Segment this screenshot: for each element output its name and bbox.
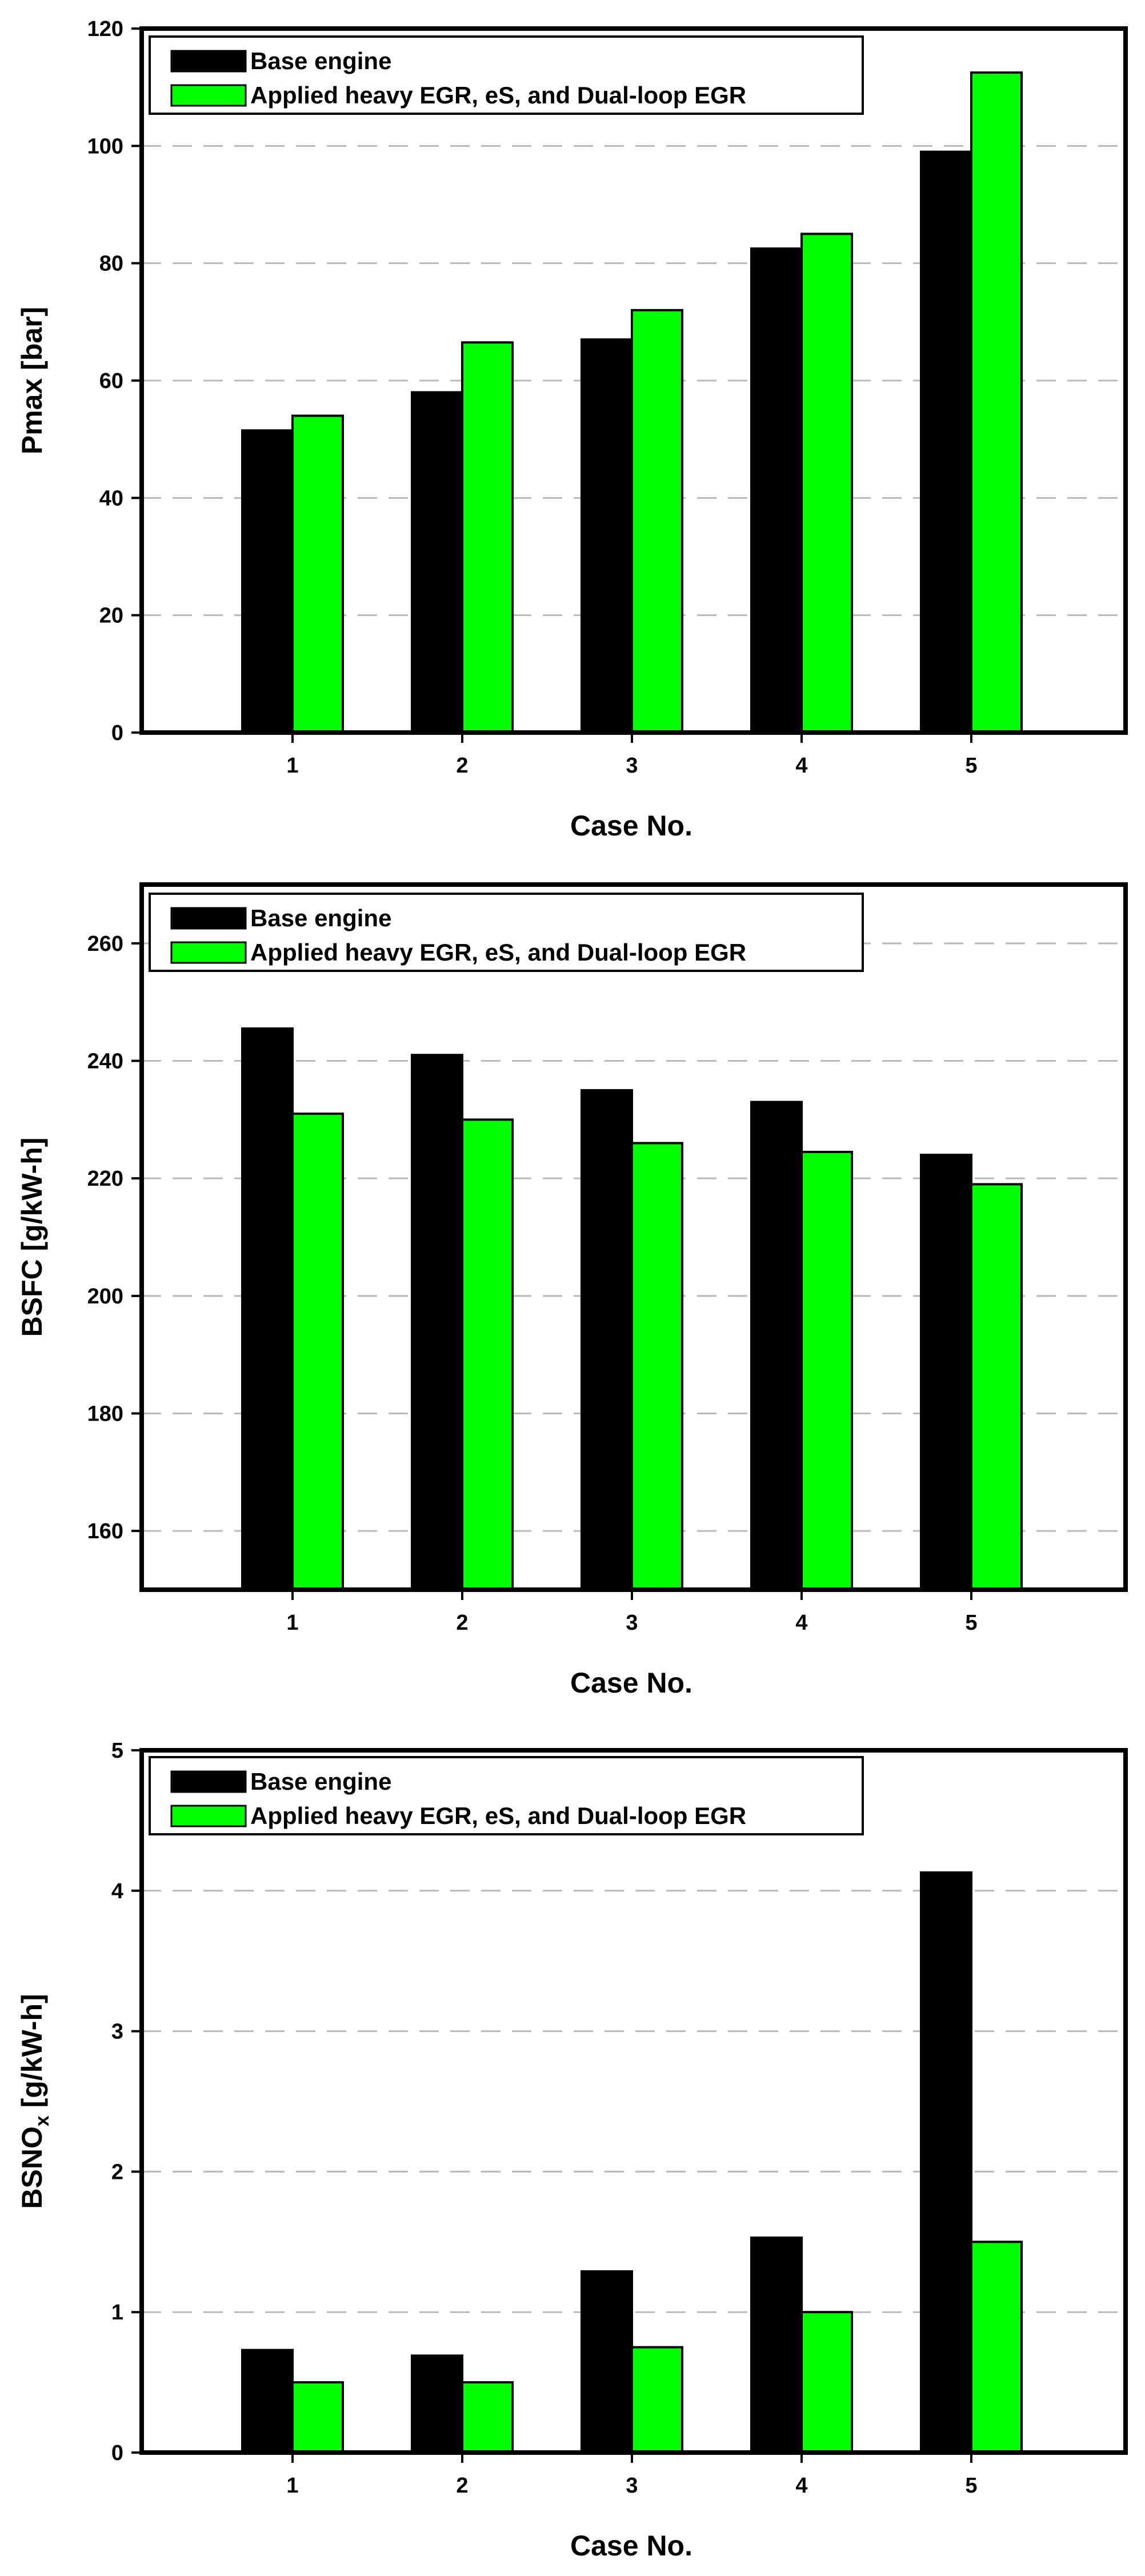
y-axis-title: Pmax [bar] (16, 307, 48, 454)
plot-frame (139, 1748, 1128, 2455)
y-tick-label: 80 (99, 252, 123, 276)
x-tick-label: 1 (286, 754, 298, 778)
y-tick-label: 180 (87, 1402, 123, 1426)
bar-base-engine-case-1 (241, 429, 294, 734)
legend: Base engine Applied heavy EGR, eS, and Du… (149, 893, 864, 972)
x-tick-label: 5 (965, 754, 977, 778)
legend-swatch (170, 907, 247, 930)
legend-label: Base engine (250, 47, 391, 74)
legend-swatch (170, 84, 247, 107)
y-tick-label: 2 (111, 2160, 123, 2184)
bar-applied-egr-case-5 (970, 71, 1023, 734)
bar-applied-egr-case-5 (970, 2241, 1023, 2454)
bar-applied-egr-case-4 (800, 233, 853, 734)
bar-base-engine-case-1 (241, 1027, 294, 1591)
bar-base-engine-case-5 (920, 1154, 972, 1591)
y-tick-label: 4 (111, 1879, 123, 1903)
legend-label: Applied heavy EGR, eS, and Dual-loop EGR (250, 1802, 746, 1829)
x-tick-label: 4 (795, 754, 807, 778)
y-tick-label: 240 (87, 1050, 123, 1074)
bar-base-engine-case-2 (411, 1054, 463, 1591)
bar-applied-egr-case-3 (631, 309, 683, 734)
x-axis-title: Case No. (570, 810, 692, 842)
x-tick-label: 3 (626, 2474, 638, 2498)
x-axis-title: Case No. (570, 1667, 692, 1699)
y-tick-label: 20 (99, 604, 123, 628)
bar-applied-egr-case-1 (291, 2381, 344, 2454)
y-tick-label: 0 (111, 721, 123, 745)
y-tick-label: 0 (111, 2441, 123, 2465)
legend-box (149, 35, 864, 115)
x-tick-label: 3 (626, 1611, 638, 1635)
y-tick-label: 160 (87, 1519, 123, 1543)
x-tick-label: 1 (286, 2474, 298, 2498)
y-tick-label: 200 (87, 1285, 123, 1309)
bar-applied-egr-case-2 (461, 1118, 514, 1591)
bar-base-engine-case-3 (580, 338, 633, 734)
legend-swatch (170, 1805, 247, 1827)
legend-box (149, 1756, 864, 1835)
bar-applied-egr-case-3 (631, 2346, 683, 2454)
y-tick-label: 5 (111, 1739, 123, 1763)
bar-base-engine-case-5 (920, 1871, 972, 2454)
y-tick-label: 260 (87, 932, 123, 956)
bar-applied-egr-case-2 (461, 2381, 514, 2454)
legend-box (149, 893, 864, 972)
x-tick-label: 1 (286, 1611, 298, 1635)
legend: Base engine Applied heavy EGR, eS, and Du… (149, 1756, 864, 1835)
y-axis-title: BSFC [g/kW-h] (16, 1138, 48, 1337)
bar-base-engine-case-2 (411, 2354, 463, 2454)
bar-base-engine-case-5 (920, 150, 972, 734)
bar-base-engine-case-4 (750, 247, 803, 734)
plot-frame (139, 26, 1128, 735)
y-axis-title: BSNOx [g/kW-h] (16, 1994, 53, 2209)
x-tick-label: 4 (795, 2474, 807, 2498)
bar-applied-egr-case-4 (800, 2311, 853, 2454)
x-axis-title: Case No. (570, 2530, 692, 2562)
y-tick-label: 120 (87, 17, 123, 41)
bar-applied-egr-case-1 (291, 414, 344, 734)
legend-label: Base engine (250, 905, 391, 931)
bar-base-engine-case-4 (750, 2236, 803, 2454)
y-tick-label: 3 (111, 2020, 123, 2044)
x-tick-label: 2 (456, 2474, 468, 2498)
bar-applied-egr-case-3 (631, 1142, 683, 1591)
legend: Base engine Applied heavy EGR, eS, and Du… (149, 35, 864, 115)
plot-frame (139, 882, 1128, 1592)
y-tick-label: 40 (99, 486, 123, 510)
y-tick-label: 1 (111, 2301, 123, 2325)
bar-base-engine-case-3 (580, 2270, 633, 2454)
legend-swatch (170, 50, 247, 73)
bar-base-engine-case-1 (241, 2349, 294, 2454)
bar-base-engine-case-3 (580, 1089, 633, 1591)
legend-swatch (170, 1770, 247, 1793)
legend-label: Base engine (250, 1768, 391, 1795)
y-tick-label: 220 (87, 1167, 123, 1191)
legend-swatch (170, 941, 247, 964)
bar-applied-egr-case-4 (800, 1150, 853, 1591)
x-tick-label: 5 (965, 1611, 977, 1635)
legend-label: Applied heavy EGR, eS, and Dual-loop EGR (250, 82, 746, 109)
x-tick-label: 5 (965, 2474, 977, 2498)
x-tick-label: 2 (456, 1611, 468, 1635)
chart-2: 160 180 200 220 240 260 1 2 3 4 5 Case No. BSFC [g/k… (16, 882, 1128, 1699)
bar-base-engine-case-4 (750, 1101, 803, 1591)
bar-applied-egr-case-1 (291, 1113, 344, 1591)
x-tick-label: 2 (456, 754, 468, 778)
bar-applied-egr-case-2 (461, 341, 514, 734)
bar-applied-egr-case-5 (970, 1183, 1023, 1591)
x-tick-label: 4 (795, 1611, 807, 1635)
chart-3: 0 1 2 3 4 5 1 2 3 4 5 Case No. BSNOx [g/kW-h] Base en… (16, 1739, 1128, 2562)
chart-1: 0 20 40 60 80 100 120 1 2 3 4 5 Case No. Pmax [bar] Ba… (16, 17, 1128, 842)
bar-base-engine-case-2 (411, 391, 463, 734)
legend-label: Applied heavy EGR, eS, and Dual-loop EGR (250, 939, 746, 966)
x-tick-label: 3 (626, 754, 638, 778)
y-tick-label: 60 (99, 369, 123, 393)
y-tick-label: 100 (87, 134, 123, 158)
